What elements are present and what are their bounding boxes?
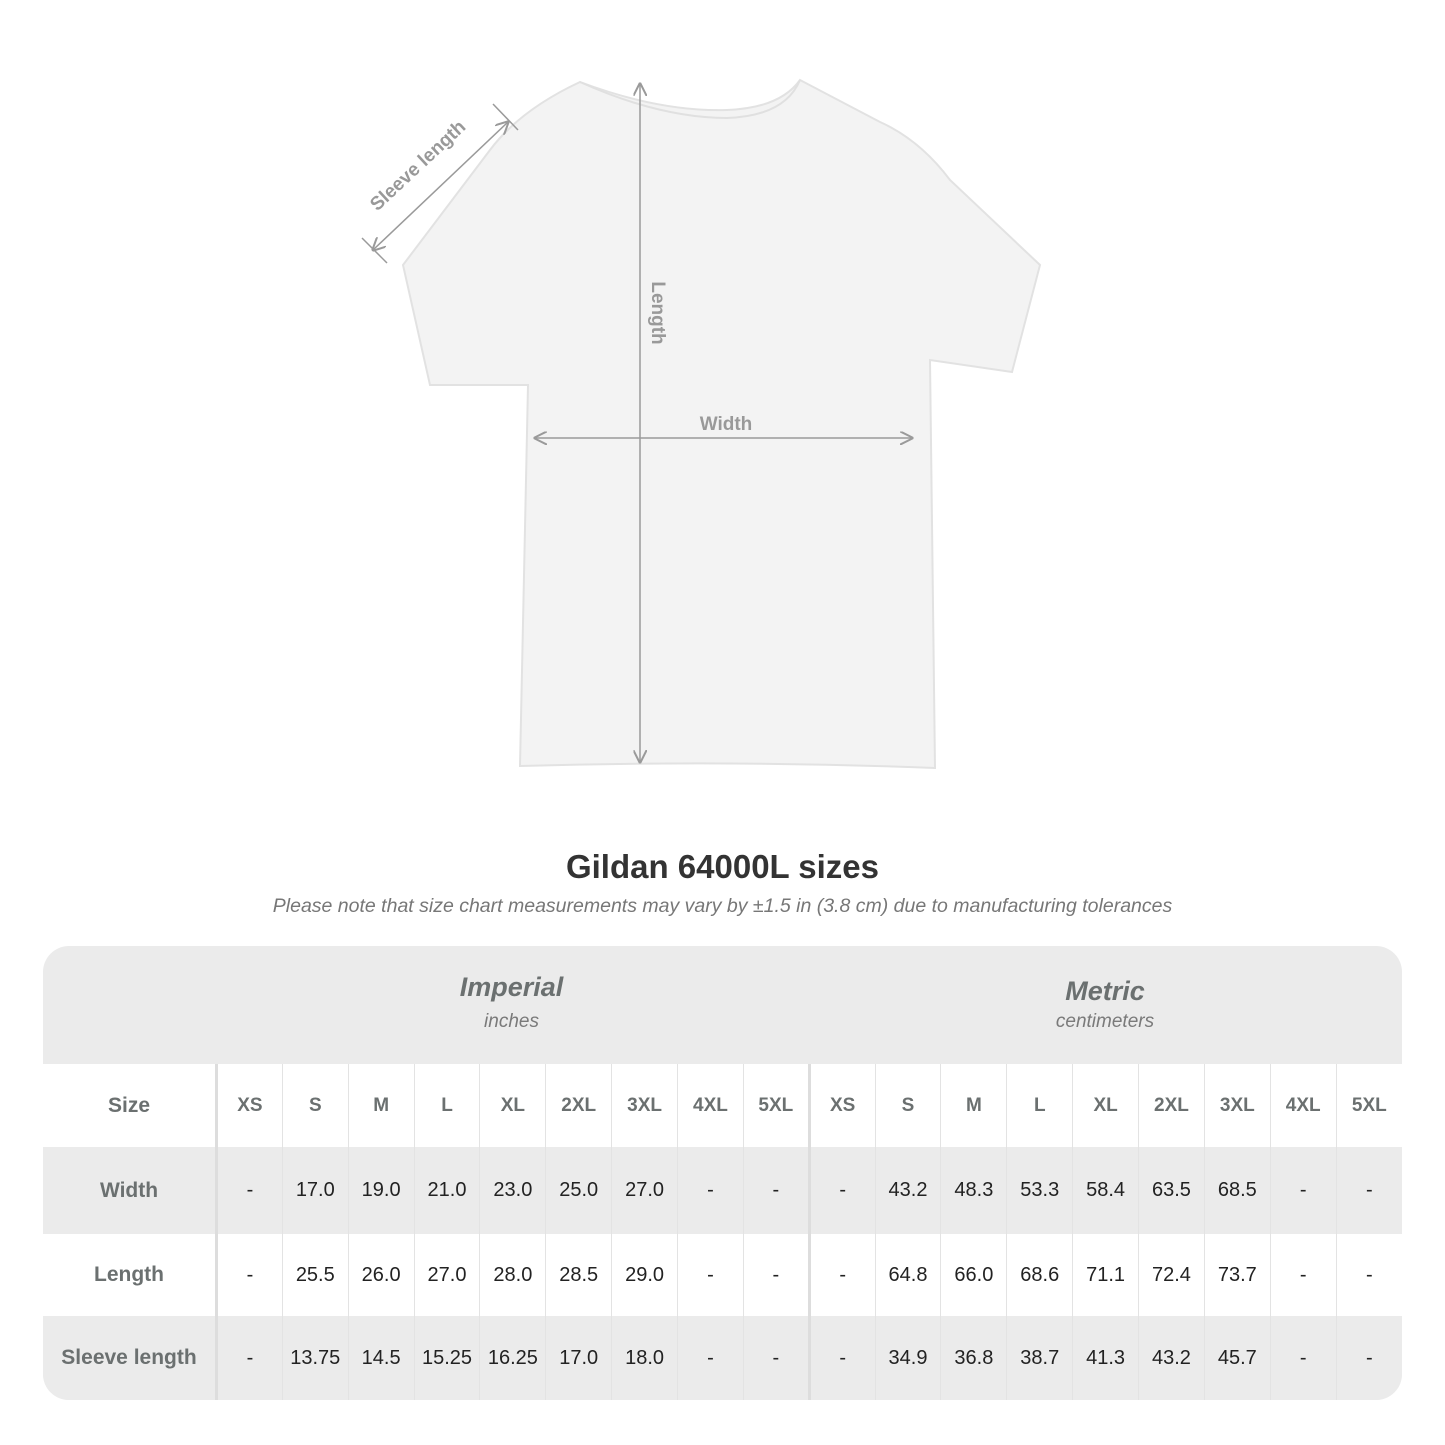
metric-size-4xl: 4XL (1269, 1064, 1337, 1147)
row-label: Width (99, 1178, 159, 1202)
metric-value-cell: 68.5 (1203, 1147, 1271, 1234)
imperial-header: Imperial inches (215, 946, 808, 1064)
imperial-size-4xl: 4XL (677, 1064, 744, 1147)
imperial-title: Imperial (459, 972, 564, 1002)
metric-value-cell: 66.0 (940, 1234, 1007, 1316)
metric-size-m: M (940, 1064, 1007, 1147)
metric-value-cell: 72.4 (1138, 1234, 1205, 1316)
metric-size-l: L (1006, 1064, 1073, 1147)
size-header-row: Size XS S M L XL 2XL 3XL 4XL 5XL XS S M L XL 2XL 3XL 4XL 5… (43, 1064, 1402, 1147)
length-label: Length (647, 281, 668, 344)
table-row: Length -25.5 26.0 27.0 28.0 28.5 29.0- - -64.8 66… (43, 1234, 1402, 1316)
imperial-value-cell: 25.5 (281, 1234, 349, 1316)
imperial-value-cell: 28.5 (545, 1234, 612, 1316)
metric-size-3xl: 3XL (1203, 1064, 1271, 1147)
metric-value-cell: 73.7 (1203, 1234, 1271, 1316)
metric-value-cell: 34.9 (874, 1316, 941, 1400)
imperial-size-xl: XL (479, 1064, 546, 1147)
metric-value-cell: - (1335, 1234, 1402, 1316)
tshirt-diagram: Sleeve length Length Width (361, 78, 1042, 770)
metric-value-cell: - (807, 1316, 876, 1400)
metric-title: Metric (1065, 976, 1145, 1006)
metric-size-5xl: 5XL (1335, 1064, 1402, 1147)
imperial-value-cell: 27.0 (413, 1234, 480, 1316)
metric-value-cell: - (807, 1234, 876, 1316)
sleeve-arrow (373, 122, 508, 250)
imperial-size-l: L (413, 1064, 480, 1147)
metric-value-cell: 36.8 (940, 1316, 1007, 1400)
imperial-size-3xl: 3XL (611, 1064, 678, 1147)
imperial-value-cell: 19.0 (347, 1147, 415, 1234)
imperial-value-cell: - (677, 1316, 744, 1400)
size-label: Size (107, 1093, 151, 1117)
imperial-value-cell: - (742, 1316, 810, 1400)
metric-size-2xl: 2XL (1138, 1064, 1205, 1147)
size-chart: Imperial inches Metric centimeters Size X… (43, 946, 1402, 1400)
imperial-value-cell: 25.0 (545, 1147, 612, 1234)
metric-unit: centimeters (1055, 1011, 1155, 1032)
metric-value-cell: 38.7 (1006, 1316, 1073, 1400)
imperial-value-cell: 23.0 (479, 1147, 546, 1234)
page-title: Gildan 64000L sizes (565, 848, 880, 885)
imperial-value-cell: 17.0 (281, 1147, 349, 1234)
metric-value-cell: - (1269, 1234, 1337, 1316)
imperial-size-s: S (281, 1064, 349, 1147)
imperial-value-cell: - (677, 1234, 744, 1316)
width-label: Width (700, 414, 753, 435)
row-label: Length (94, 1263, 164, 1286)
metric-value-cell: 45.7 (1203, 1316, 1271, 1400)
metric-value-cell: - (1335, 1316, 1402, 1400)
row-label: Sleeve length (61, 1346, 197, 1369)
imperial-value-cell: 16.25 (479, 1316, 546, 1400)
imperial-value-cell: - (215, 1316, 283, 1400)
metric-value-cell: 43.2 (1138, 1316, 1205, 1400)
metric-value-cell: - (1335, 1147, 1402, 1234)
imperial-value-cell: - (215, 1234, 283, 1316)
metric-size-s: S (874, 1064, 941, 1147)
metric-value-cell: 64.8 (874, 1234, 941, 1316)
metric-value-cell: - (807, 1147, 876, 1234)
metric-value-cell: 48.3 (940, 1147, 1007, 1234)
metric-value-cell: 71.1 (1072, 1234, 1139, 1316)
imperial-size-m: M (347, 1064, 415, 1147)
metric-value-cell: 41.3 (1072, 1316, 1139, 1400)
metric-size-xs: XS (807, 1064, 876, 1147)
imperial-value-cell: 27.0 (611, 1147, 678, 1234)
imperial-value-cell: - (742, 1234, 810, 1316)
imperial-value-cell: 29.0 (611, 1234, 678, 1316)
metric-value-cell: 43.2 (874, 1147, 941, 1234)
imperial-value-cell: 13.75 (281, 1316, 349, 1400)
imperial-value-cell: 26.0 (347, 1234, 415, 1316)
metric-value-cell: 63.5 (1138, 1147, 1205, 1234)
imperial-value-cell: 28.0 (479, 1234, 546, 1316)
imperial-value-cell: 21.0 (413, 1147, 480, 1234)
imperial-value-cell: 15.25 (413, 1316, 480, 1400)
metric-header: Metric centimeters (808, 946, 1402, 1064)
imperial-value-cell: 14.5 (347, 1316, 415, 1400)
imperial-size-xs: XS (215, 1064, 283, 1147)
size-table: Size XS S M L XL 2XL 3XL 4XL 5XL XS S M L XL 2XL 3XL 4XL 5… (43, 1064, 1402, 1400)
metric-value-cell: 68.6 (1006, 1234, 1073, 1316)
imperial-value-cell: - (677, 1147, 744, 1234)
table-row: Sleeve length -13.75 14.5 15.25 16.25 17.0 18.… (43, 1316, 1402, 1400)
imperial-size-5xl: 5XL (742, 1064, 810, 1147)
imperial-size-2xl: 2XL (545, 1064, 612, 1147)
tolerance-note: Please note that size chart measurements… (272, 895, 1173, 917)
imperial-value-cell: - (742, 1147, 810, 1234)
metric-value-cell: 58.4 (1072, 1147, 1139, 1234)
imperial-value-cell: 18.0 (611, 1316, 678, 1400)
tshirt-shape (401, 78, 1042, 770)
imperial-value-cell: - (215, 1147, 283, 1234)
metric-size-xl: XL (1072, 1064, 1139, 1147)
metric-value-cell: - (1269, 1316, 1337, 1400)
metric-value-cell: - (1269, 1147, 1337, 1234)
imperial-unit: inches (484, 1011, 539, 1032)
imperial-value-cell: 17.0 (545, 1316, 612, 1400)
metric-value-cell: 53.3 (1006, 1147, 1073, 1234)
table-row: Width -17.0 19.0 21.0 23.0 25.0 27.0- - -43.2 48.… (43, 1147, 1402, 1234)
